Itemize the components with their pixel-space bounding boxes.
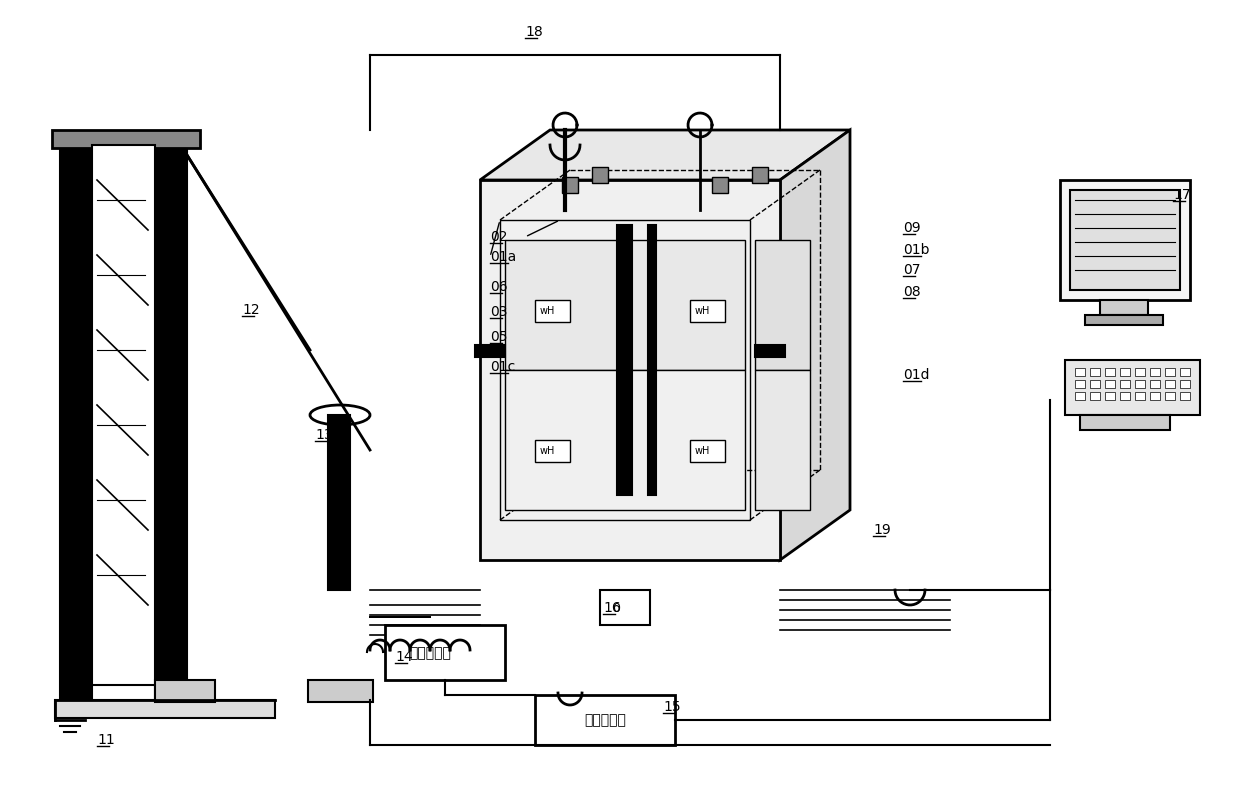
Bar	[1135, 380, 1145, 388]
Bar	[562, 177, 578, 193]
Bar	[755, 240, 810, 370]
Bar	[1166, 368, 1176, 376]
Bar	[534, 695, 675, 745]
Text: 11: 11	[97, 733, 115, 747]
Text: 13: 13	[315, 428, 332, 442]
Bar	[505, 240, 745, 370]
Bar	[55, 700, 275, 718]
Text: 12: 12	[242, 303, 259, 317]
Bar	[52, 130, 200, 148]
Bar	[1135, 392, 1145, 400]
Bar	[1060, 180, 1190, 300]
Bar	[1100, 300, 1148, 315]
Bar	[1149, 368, 1159, 376]
Bar	[534, 440, 570, 462]
Text: 水分分析仪: 水分分析仪	[409, 646, 451, 660]
Text: 03: 03	[490, 305, 507, 319]
Text: wH: wH	[539, 306, 556, 316]
Bar	[1090, 368, 1100, 376]
Bar	[755, 345, 785, 357]
Bar	[1075, 380, 1085, 388]
Bar	[1120, 392, 1130, 400]
Bar	[1149, 392, 1159, 400]
Bar	[475, 345, 505, 357]
Circle shape	[714, 199, 725, 211]
Bar	[1105, 392, 1115, 400]
Bar	[1070, 190, 1180, 290]
Text: 09: 09	[903, 221, 920, 235]
Bar	[92, 145, 155, 685]
Text: 数字控制器: 数字控制器	[584, 713, 626, 727]
Bar	[1065, 360, 1200, 415]
Circle shape	[544, 199, 556, 211]
Bar	[1105, 380, 1115, 388]
Text: 14: 14	[396, 650, 413, 664]
Bar	[60, 145, 92, 700]
Text: 01a: 01a	[490, 250, 516, 264]
Bar	[689, 440, 725, 462]
Bar	[534, 300, 570, 322]
Circle shape	[653, 199, 666, 211]
Text: 16: 16	[603, 601, 621, 615]
Bar	[1180, 368, 1190, 376]
Bar	[600, 590, 650, 625]
Bar	[1080, 415, 1171, 430]
Bar	[500, 220, 750, 520]
Bar	[1120, 368, 1130, 376]
Bar	[308, 680, 373, 702]
Bar	[649, 225, 656, 495]
Bar	[1090, 392, 1100, 400]
Bar	[1166, 392, 1176, 400]
Bar	[689, 300, 725, 322]
Text: 0: 0	[613, 601, 620, 615]
Text: 05: 05	[490, 330, 507, 344]
Bar	[755, 370, 810, 510]
Text: 19: 19	[873, 523, 890, 537]
Bar	[1075, 392, 1085, 400]
Bar	[1166, 380, 1176, 388]
Bar	[1085, 315, 1163, 325]
Bar	[329, 415, 350, 590]
Bar	[1120, 380, 1130, 388]
Text: 18: 18	[525, 25, 543, 39]
Bar	[505, 370, 745, 510]
Text: wH: wH	[694, 446, 711, 456]
Text: 06: 06	[490, 280, 507, 294]
Bar	[1090, 380, 1100, 388]
Ellipse shape	[310, 405, 370, 425]
Text: 01b: 01b	[903, 243, 930, 257]
Circle shape	[574, 199, 587, 211]
Text: wH: wH	[694, 306, 711, 316]
Text: 01d: 01d	[903, 368, 930, 382]
Text: wH: wH	[539, 446, 556, 456]
Bar	[618, 225, 632, 495]
Bar	[480, 180, 780, 560]
Bar	[1105, 368, 1115, 376]
Bar	[1135, 368, 1145, 376]
Bar	[155, 680, 215, 702]
Bar	[155, 145, 187, 700]
Text: 15: 15	[663, 700, 681, 714]
Bar	[1180, 380, 1190, 388]
Polygon shape	[480, 130, 849, 180]
Bar	[1180, 392, 1190, 400]
Text: 01c: 01c	[490, 360, 516, 374]
Polygon shape	[780, 130, 849, 560]
Bar	[712, 177, 728, 193]
Text: 17: 17	[1173, 188, 1190, 202]
Bar	[384, 625, 505, 680]
Text: 02: 02	[490, 230, 507, 244]
Bar	[751, 167, 768, 183]
Bar	[1149, 380, 1159, 388]
Bar	[1075, 368, 1085, 376]
Text: 08: 08	[903, 285, 920, 299]
Text: 07: 07	[903, 263, 920, 277]
Bar	[591, 167, 608, 183]
